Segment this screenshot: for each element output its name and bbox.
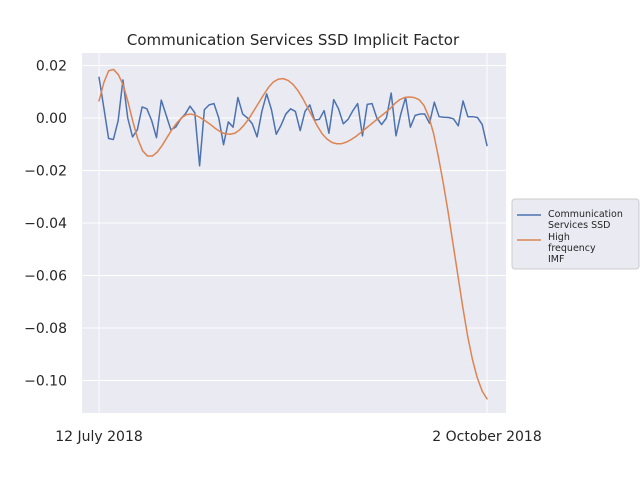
gridlines [82, 53, 506, 413]
y-tick-label: −0.10 [24, 374, 67, 390]
y-tick-label: −0.08 [24, 321, 67, 337]
y-tick-label: −0.02 [24, 164, 67, 180]
y-tick-label: 0.00 [36, 111, 67, 127]
y-tick-label: −0.04 [24, 216, 67, 232]
x-tick-label: 12 July 2018 [55, 429, 143, 445]
y-tick-label: −0.06 [24, 269, 67, 285]
plot-area [82, 53, 506, 413]
x-tick-labels: 12 July 2018 2 October 2018 [55, 429, 542, 445]
y-tick-label: 0.02 [36, 59, 67, 75]
legend-box [511, 198, 640, 270]
legend-label-2: High frequency IMF [548, 232, 596, 265]
legend-label-1: Communication Services SSD [548, 209, 623, 231]
series-lines [98, 68, 488, 400]
x-tick-label: 2 October 2018 [432, 429, 541, 445]
series-line-1 [98, 76, 488, 167]
chart-title: Communication Services SSD Implicit Fact… [127, 31, 460, 49]
series-line-2 [98, 68, 488, 400]
y-tick-labels: 0.02 0.00 −0.02 −0.04 −0.06 −0.08 −0.10 [24, 59, 67, 390]
